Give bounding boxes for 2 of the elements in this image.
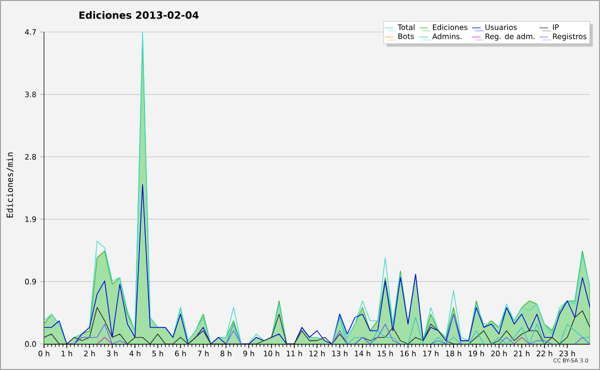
y-axis-title: Ediciones/min: [6, 152, 14, 218]
chart-title: Ediciones 2013-02-04: [79, 11, 199, 19]
